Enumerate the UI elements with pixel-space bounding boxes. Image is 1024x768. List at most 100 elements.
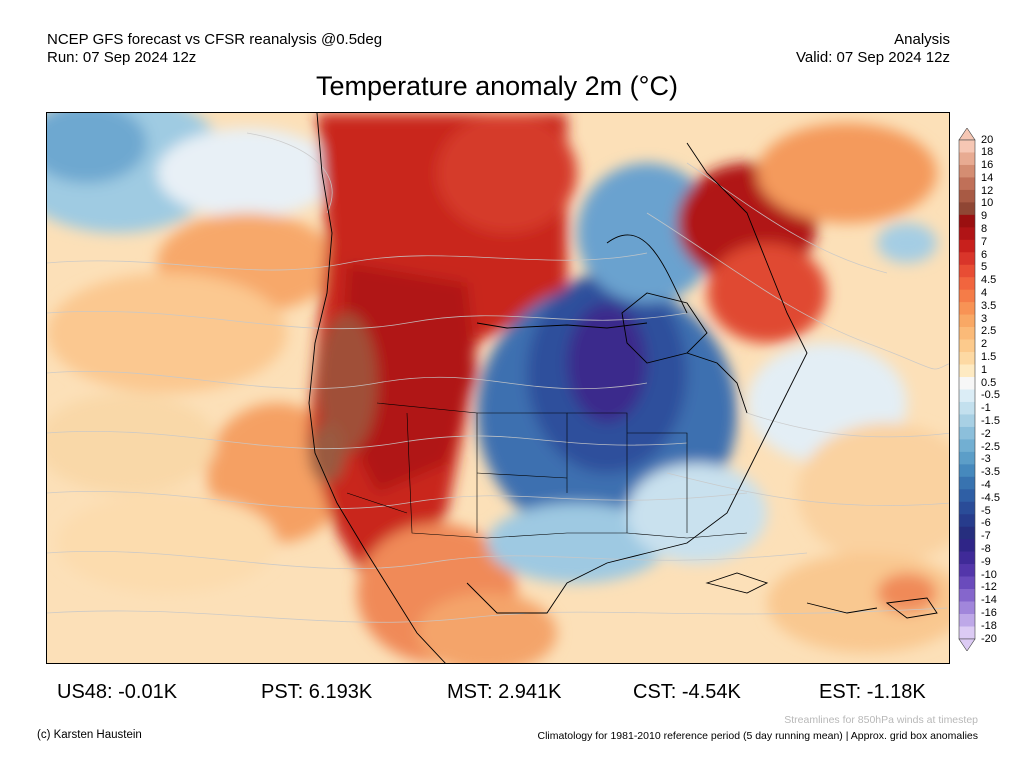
colorbar-tick-label: -1.5 [981,414,1000,427]
colorbar-tick-label: -0.5 [981,389,1000,402]
colorbar-swatch [959,252,975,266]
colorbar-tick-label: -6 [981,517,991,530]
climatology-note: Climatology for 1981-2010 reference peri… [537,730,978,742]
colorbar-swatch [959,401,975,415]
anomaly-map [46,112,950,664]
colorbar-swatch [959,352,975,365]
colorbar-swatch [959,227,975,241]
colorbar-swatch [959,526,975,540]
anomaly-field [47,113,949,663]
colorbar-swatch [959,202,975,216]
colorbar-tick-label: -16 [981,606,997,619]
colorbar-swatch [959,177,975,191]
colorbar-swatch [959,489,975,503]
colorbar-swatch [959,589,975,602]
colorbar-tick-label: -12 [981,581,997,594]
colorbar-swatch [959,626,975,640]
state-borders [346,402,748,539]
run-time: Run: 07 Sep 2024 12z [47,49,197,66]
analysis-label: Analysis [894,31,950,48]
colorbar-tick-label: -8 [981,542,991,555]
colorbar [958,128,976,651]
colorbar-swatch [959,426,975,440]
colorbar-tick-label: 20 [981,133,994,146]
stat-us48: US48: -0.01K [57,681,178,703]
colorbar-swatch [959,327,975,340]
colorbar-tick-label: -2.5 [981,440,1000,453]
colorbar-swatch [959,314,975,328]
colorbar-swatch [959,601,975,615]
colorbar-swatch [959,289,975,303]
valid-time: Valid: 07 Sep 2024 12z [795,49,950,66]
colorbar-swatch [959,539,975,552]
colorbar-swatch [959,414,975,428]
colorbar-tick-label: 1.5 [981,351,997,363]
colorbar-tick-label: -4.5 [981,491,1000,504]
colorbar-tick-label: -5 [981,504,991,517]
colorbar-swatch [959,302,975,315]
colorbar-swatch [959,189,975,203]
colorbar-tick-label: 1 [981,363,988,376]
colorbar-swatch [959,277,975,290]
colorbar-swatch [959,514,975,528]
colorbar-swatch [959,476,975,490]
colorbar-tick-label: 9 [981,210,988,223]
colorbar-swatch [959,164,975,178]
wind-streamlines [47,132,949,623]
colorbar-tick-label: -10 [981,568,997,581]
coastlines [308,113,938,663]
colorbar-swatch [959,377,975,390]
colorbar-tick-label: 2.5 [981,325,997,338]
colorbar-tick-label: 10 [981,197,994,210]
colorbar-tick-label: 7 [981,235,988,248]
colorbar-top-arrow [958,128,976,141]
colorbar-tick-label: -20 [981,632,997,645]
colorbar-swatch [959,389,975,403]
stat-est: EST: -1.18K [819,681,926,703]
colorbar-swatch [959,140,975,153]
colorbar-tick-label: 8 [981,223,988,236]
colorbar-swatch [959,364,975,378]
colorbar-tick-label: -3.5 [981,466,1000,479]
colorbar-swatch [959,576,975,590]
colorbar-swatch [959,614,975,627]
colorbar-tick-label: -14 [981,594,997,607]
stat-cst: CST: -4.54K [633,681,741,703]
colorbar-swatch [959,339,975,353]
colorbar-swatch [959,152,975,166]
colorbar-tick-label: 2 [981,338,988,351]
colorbar-tick-label: -18 [981,619,997,632]
colorbar-swatch [959,464,975,478]
anomaly-map-graphic [47,113,949,663]
colorbar-bottom-arrow [958,638,976,651]
colorbar-swatch [959,564,975,577]
colorbar-tick-label: -9 [981,555,991,568]
streamlines-note: Streamlines for 850hPa winds at timestep [784,714,978,726]
colorbar-tick-label: -1 [981,402,991,415]
stat-pst: PST: 6.193K [261,681,373,703]
colorbar-swatch [959,501,975,515]
colorbar-tick-label: -4 [981,478,991,491]
colorbar-tick-label: -7 [981,530,991,543]
colorbar-tick-label: 3 [981,312,988,325]
colorbar-swatch [959,551,975,565]
colorbar-tick-label: -3 [981,453,991,466]
colorbar-tick-label: 0.5 [981,376,997,389]
colorbar-tick-label: 6 [981,248,988,261]
colorbar-swatch [959,214,975,228]
colorbar-tick-label: 4 [981,287,988,300]
colorbar-tick-label: -2 [981,427,991,440]
colorbar-tick-label: 14 [981,171,994,184]
map-title: Temperature anomaly 2m (°C) [316,71,678,101]
colorbar-tick-label: 16 [981,159,994,172]
credit: (c) Karsten Haustein [37,729,142,741]
colorbar-tick-label: 5 [981,261,988,274]
colorbar-swatch [959,239,975,253]
colorbar-tick-label: 4.5 [981,274,997,287]
model-description: NCEP GFS forecast vs CFSR reanalysis @0.… [47,31,383,48]
colorbar-swatch [959,264,975,278]
colorbar-tick-label: 3.5 [981,299,997,312]
colorbar-swatch [959,439,975,453]
stat-mst: MST: 2.941K [447,681,562,703]
colorbar-tick-label: 12 [981,184,994,197]
